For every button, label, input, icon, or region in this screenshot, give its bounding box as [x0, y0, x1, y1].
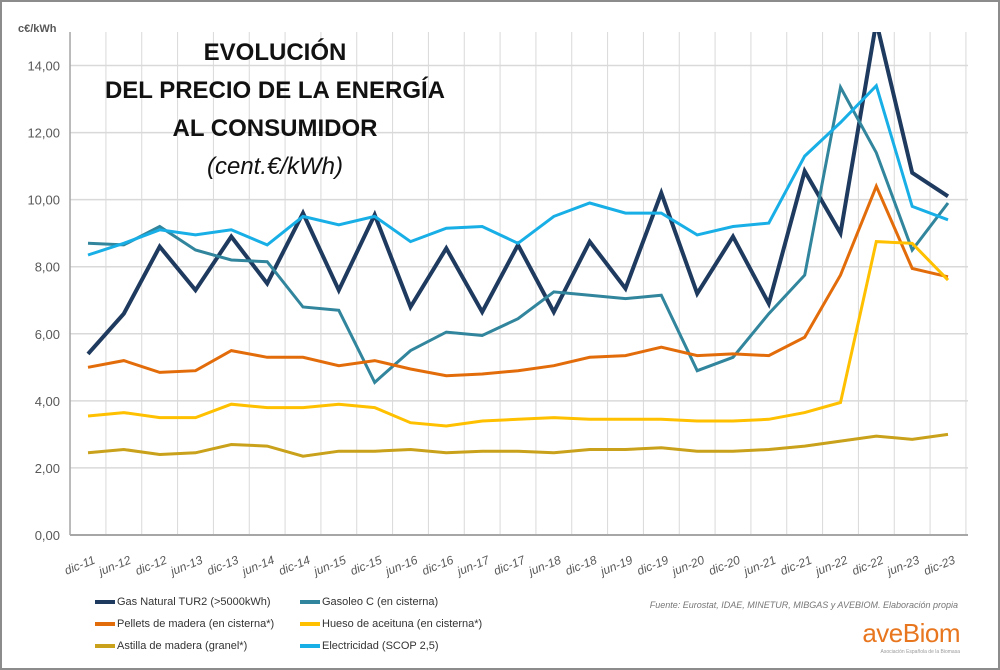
y-axis-label: c€/kWh	[18, 23, 57, 35]
x-tick-label: dic-15	[348, 553, 384, 578]
x-tick-label: jun-15	[310, 553, 348, 579]
x-tick-label: dic-19	[635, 553, 671, 578]
y-tick-label: 10,00	[27, 193, 60, 208]
source-note: Fuente: Eurostat, IDAE, MINETUR, MIBGAS …	[649, 600, 958, 610]
title-line-2: DEL PRECIO DE LA ENERGÍA	[104, 77, 446, 104]
legend-item: Pellets de madera (en cisterna*)	[95, 618, 274, 630]
x-tick-label: jun-17	[453, 552, 492, 579]
x-tick-label: jun-22	[812, 553, 850, 579]
x-tick-label: dic-14	[277, 553, 313, 578]
legend-label: Gas Natural TUR2 (>5000kWh)	[117, 596, 271, 608]
legend-item: Gasoleo C (en cisterna)	[300, 596, 438, 608]
legend-swatch	[95, 622, 115, 626]
x-tick-label: jun-23	[883, 553, 921, 579]
x-tick-label: dic-20	[707, 553, 743, 578]
series-line	[87, 182, 949, 378]
title-line-3: AL CONSUMIDOR	[172, 115, 378, 142]
legend-label: Astilla de madera (granel*)	[117, 640, 248, 652]
logo-tagline: Asociación Española de la Biomasa	[880, 649, 961, 655]
x-tick-label: jun-13	[167, 553, 205, 579]
x-tick-label: dic-13	[205, 553, 241, 578]
legend-label: Gasoleo C (en cisterna)	[322, 596, 439, 608]
legend-swatch	[95, 600, 115, 604]
title-subtitle: (cent.€/kWh)	[206, 153, 344, 180]
y-tick-label: 6,00	[35, 327, 60, 342]
x-tick-label: jun-14	[238, 553, 276, 579]
series-line	[87, 82, 950, 385]
legend-label: Electricidad (SCOP 2,5)	[322, 640, 439, 652]
legend-item: Gas Natural TUR2 (>5000kWh)	[95, 596, 271, 608]
series-line	[87, 432, 949, 458]
legend-swatch	[95, 644, 115, 648]
x-tick-label: dic-18	[563, 553, 599, 578]
y-tick-label: 4,00	[35, 394, 60, 409]
x-tick-label: jun-18	[525, 553, 563, 579]
series-lines	[86, 32, 950, 458]
title-line-1: EVOLUCIÓN	[203, 39, 347, 66]
x-tick-label: jun-20	[668, 553, 706, 579]
avebiom-logo: aveBiom	[862, 618, 960, 648]
x-tick-label: dic-23	[922, 553, 958, 578]
x-tick-label: dic-16	[420, 553, 456, 578]
series-line	[87, 82, 949, 257]
x-tick-label: jun-16	[382, 553, 420, 579]
x-tick-label: dic-17	[492, 552, 529, 578]
legend-item: Astilla de madera (granel*)	[95, 640, 247, 652]
x-tick-label: dic-12	[133, 553, 169, 578]
x-tick-label: jun-12	[95, 553, 133, 579]
x-tick-label: dic-21	[778, 553, 814, 578]
legend-label: Hueso de aceituna (en cisterna*)	[322, 618, 483, 630]
y-tick-label: 2,00	[35, 461, 60, 476]
x-tick-label: dic-11	[62, 553, 97, 578]
legend-item: Electricidad (SCOP 2,5)	[300, 640, 439, 652]
series-line	[87, 240, 950, 428]
chart-title: EVOLUCIÓN DEL PRECIO DE LA ENERGÍA AL CO…	[90, 34, 460, 186]
y-tick-label: 14,00	[27, 59, 60, 74]
legend-label: Pellets de madera (en cisterna*)	[117, 618, 275, 630]
x-tick-label: jun-21	[740, 553, 778, 579]
y-tick-label: 8,00	[35, 260, 60, 275]
legend-item: Hueso de aceituna (en cisterna*)	[300, 618, 482, 630]
legend-swatch	[300, 622, 320, 626]
y-tick-label: 0,00	[35, 528, 60, 543]
x-tick-label: dic-22	[850, 553, 886, 578]
y-tick-label: 12,00	[27, 126, 60, 141]
x-tick-label: jun-19	[597, 553, 635, 579]
legend-swatch	[300, 644, 320, 648]
legend-swatch	[300, 600, 320, 604]
